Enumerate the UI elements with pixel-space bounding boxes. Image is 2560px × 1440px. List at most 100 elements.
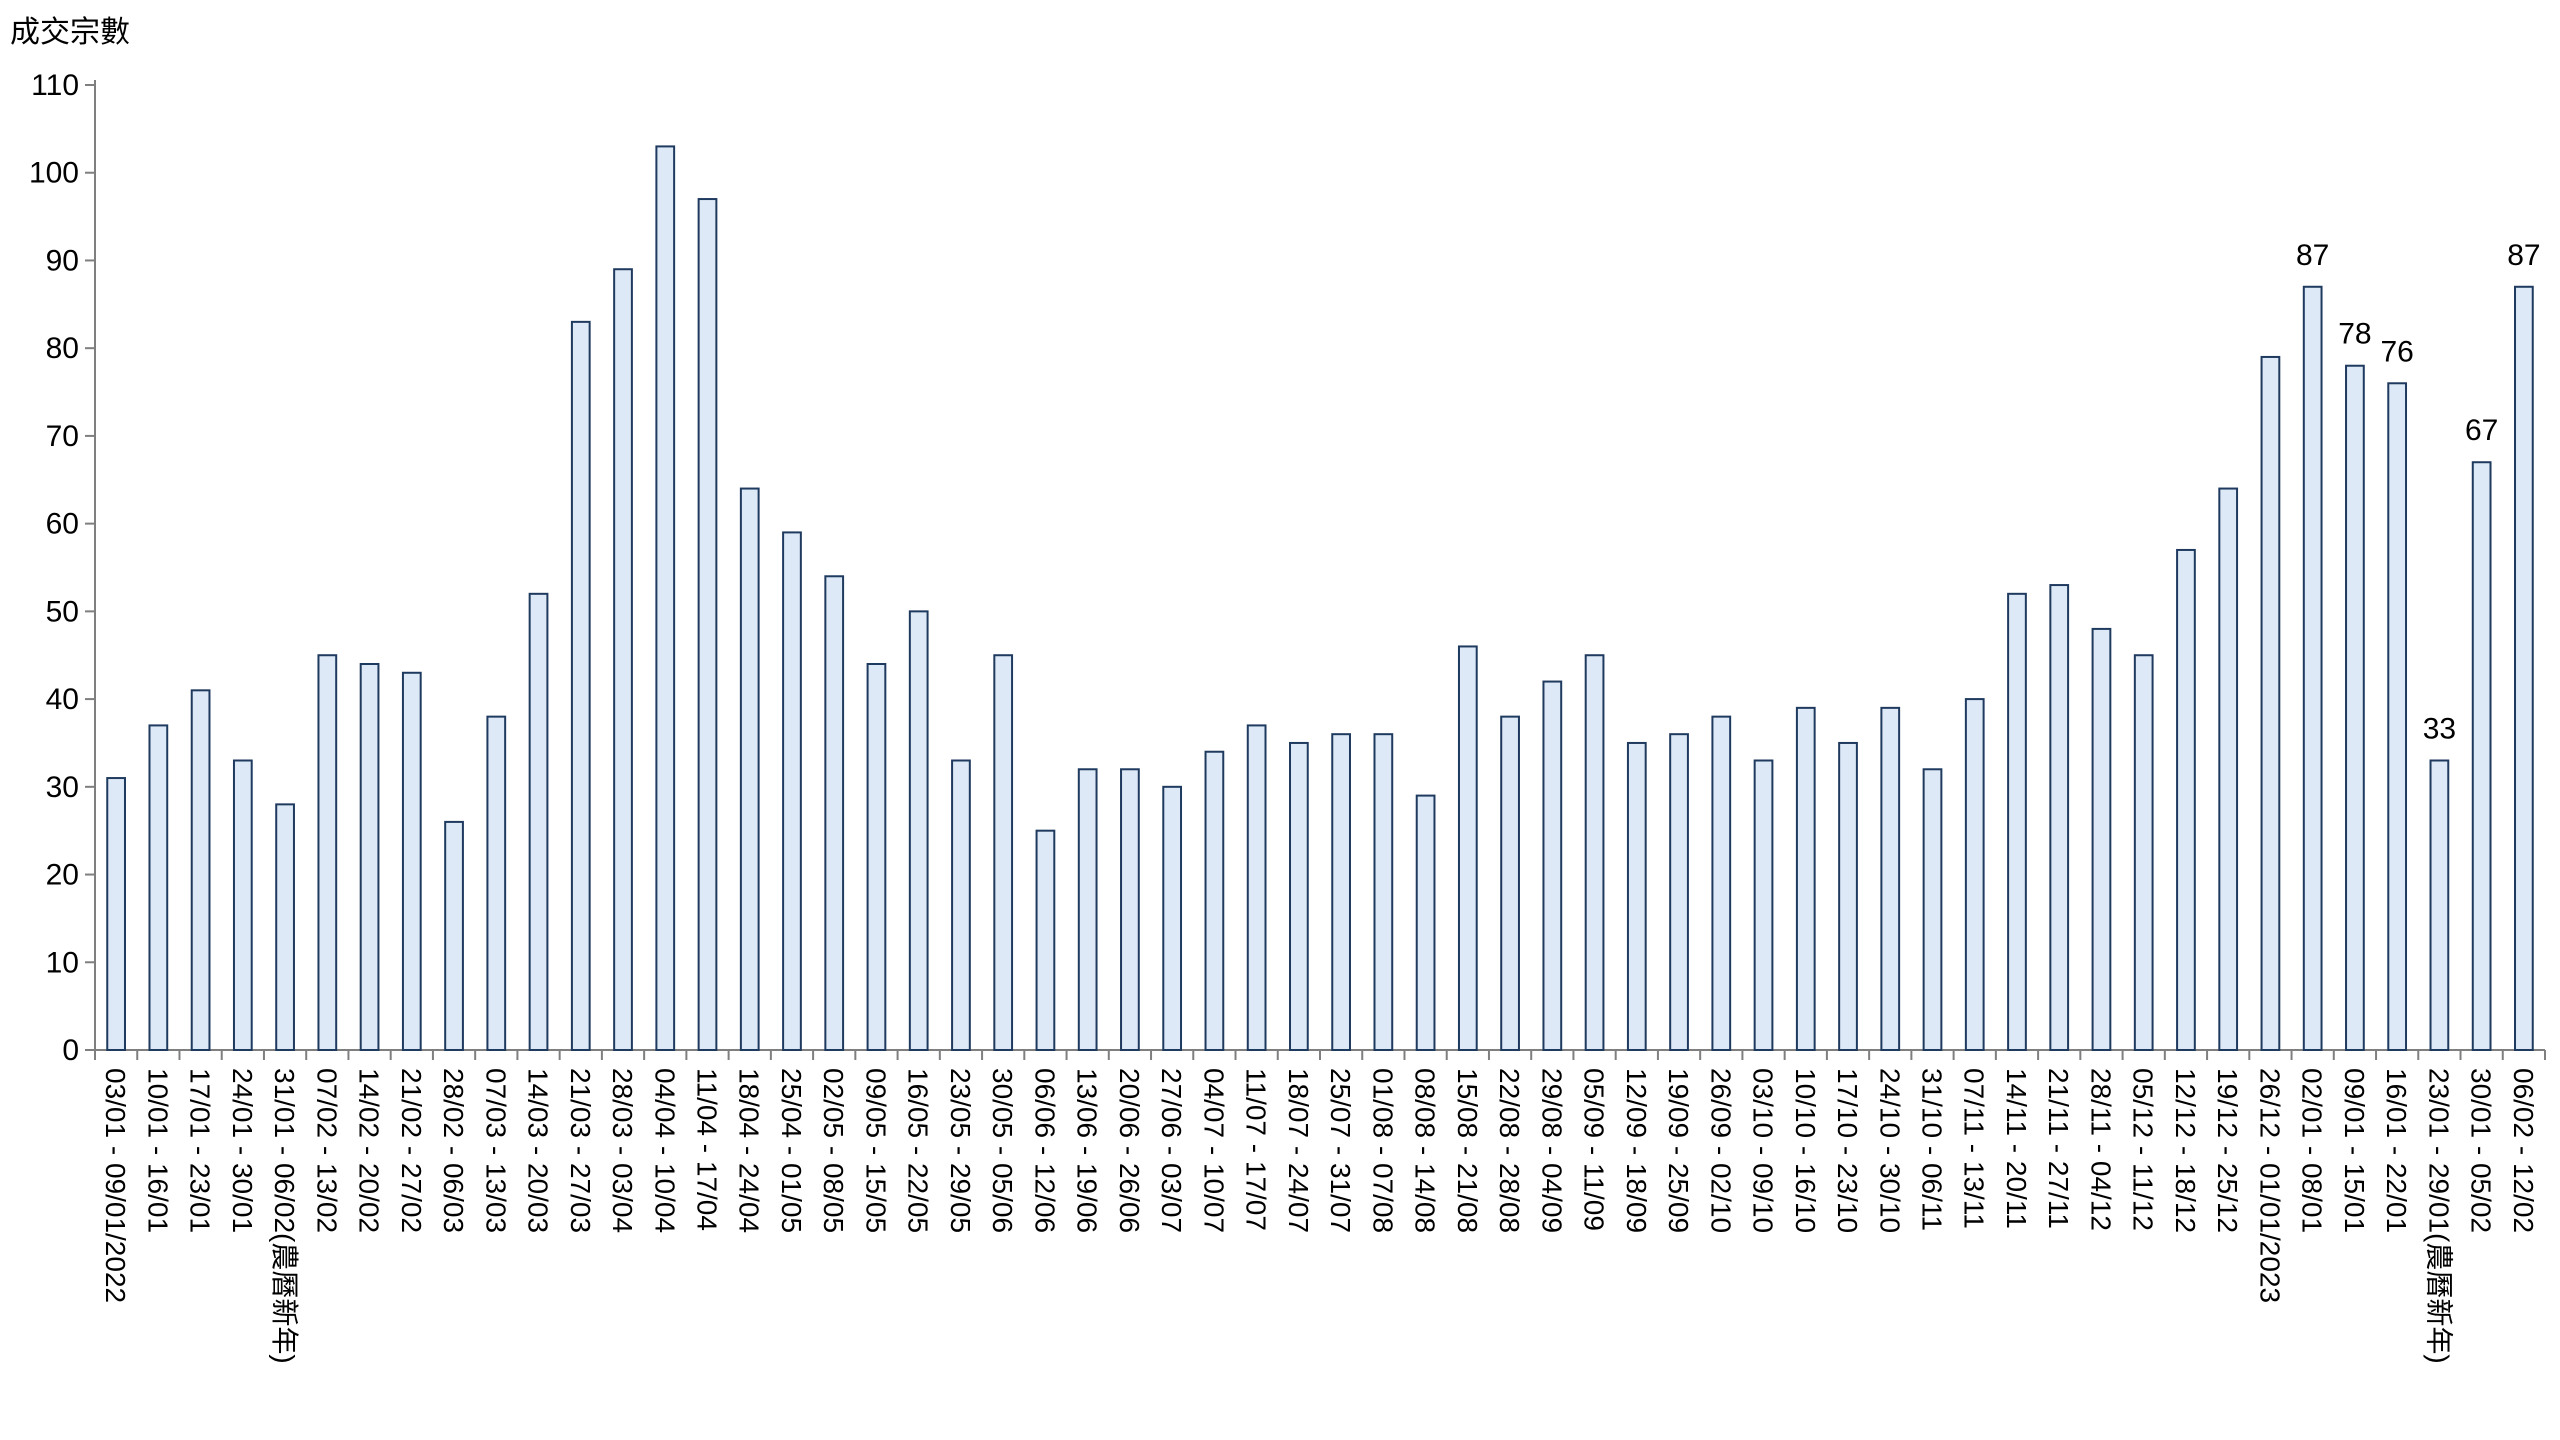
bar <box>1457 645 1478 1051</box>
x-tick-label: 30/01 - 05/02 <box>2466 1068 2497 1233</box>
bar <box>232 759 253 1051</box>
x-tick-label: 07/11 - 13/11 <box>1959 1068 1990 1229</box>
bar <box>2218 487 2239 1051</box>
bar <box>1162 785 1183 1051</box>
y-tick-label: 90 <box>46 244 79 277</box>
x-tick-label: 28/02 - 06/03 <box>438 1068 469 1233</box>
bar <box>2302 285 2323 1051</box>
bar <box>1415 794 1436 1052</box>
bar <box>951 759 971 1051</box>
bar <box>1584 654 1605 1051</box>
x-tick-label: 13/06 - 19/06 <box>1072 1068 1103 1233</box>
bar <box>1753 759 1774 1051</box>
x-tick-label: 19/12 - 25/12 <box>2212 1068 2243 1233</box>
x-tick-label: 04/04 - 10/04 <box>649 1068 680 1233</box>
y-tick-label: 0 <box>62 1034 79 1067</box>
bar <box>190 689 211 1051</box>
bar <box>2260 355 2281 1051</box>
x-tick-label: 28/11 - 04/12 <box>2085 1068 2116 1231</box>
x-tick-label: 11/04 - 17/04 <box>692 1068 723 1231</box>
x-tick-label: 14/03 - 20/03 <box>523 1068 554 1233</box>
x-tick-label: 18/07 - 24/07 <box>1283 1068 1314 1233</box>
x-tick-label: 24/01 - 30/01 <box>227 1068 258 1233</box>
x-tick-label: 02/05 - 08/05 <box>818 1068 849 1233</box>
x-tick-labels: 03/01 - 09/01/2022 10/01 - 16/01 17/01 - 2… <box>100 1068 2539 1364</box>
bar <box>528 592 549 1051</box>
x-tick-label: 28/03 - 03/04 <box>607 1068 638 1233</box>
x-tick-label: 24/10 - 30/10 <box>1874 1068 1905 1233</box>
x-tick-label: 01/08 - 07/08 <box>1367 1068 1398 1233</box>
x-tick-label: 26/09 - 02/10 <box>1705 1068 1736 1233</box>
y-tick-label: 60 <box>46 508 79 541</box>
bar <box>1077 768 1098 1052</box>
x-tick-label: 20/06 - 26/06 <box>1114 1068 1145 1233</box>
bar <box>275 803 295 1051</box>
y-axis-title: 成交宗數 <box>10 15 130 50</box>
data-label: 78 <box>2338 318 2371 351</box>
x-tick-label: 31/01 - 06/02(農曆新年) <box>269 1068 300 1364</box>
bar <box>739 487 760 1051</box>
bar <box>1289 741 1309 1051</box>
bar <box>317 654 338 1051</box>
bar <box>1922 768 1943 1052</box>
x-tick-label: 14/02 - 20/02 <box>354 1068 385 1233</box>
bar <box>908 610 929 1051</box>
bar <box>148 724 169 1051</box>
x-tick-label: 10/10 - 16/10 <box>1790 1068 1821 1233</box>
x-tick-label: 05/09 - 11/09 <box>1579 1068 1610 1231</box>
x-tick-label: 03/01 - 09/01/2022 <box>100 1068 131 1303</box>
x-tick-label: 12/12 - 18/12 <box>2170 1068 2201 1233</box>
data-labels: 87 78 76 33 67 87 <box>2296 239 2541 746</box>
bar <box>1120 768 1140 1052</box>
bar <box>2007 592 2027 1051</box>
x-tick-label: 11/07 - 17/07 <box>1241 1068 1272 1231</box>
bar <box>106 777 126 1051</box>
y-tick-label: 70 <box>46 420 79 453</box>
bar <box>570 320 591 1051</box>
y-tick-label: 30 <box>46 771 79 804</box>
x-tick-label: 12/09 - 18/09 <box>1621 1068 1652 1233</box>
bar <box>1795 706 1816 1051</box>
x-tick-label: 25/04 - 01/05 <box>776 1068 807 1233</box>
data-label: 87 <box>2296 239 2329 272</box>
x-tick-label: 15/08 - 21/08 <box>1452 1068 1483 1233</box>
x-tick-label: 07/03 - 13/03 <box>480 1068 511 1233</box>
x-tick-label: 06/02 - 12/02 <box>2508 1068 2539 1233</box>
x-tick-label: 29/08 - 04/09 <box>1536 1068 1567 1233</box>
bar <box>1373 733 1394 1051</box>
x-tick-label: 09/05 - 15/05 <box>860 1068 891 1233</box>
bar <box>1331 733 1351 1051</box>
bar <box>1880 706 1901 1051</box>
bar <box>782 531 802 1051</box>
x-tick-label: 30/05 - 05/06 <box>987 1068 1018 1233</box>
bar <box>824 575 845 1052</box>
x-tick-label: 18/04 - 24/04 <box>734 1068 765 1233</box>
bar <box>993 654 1014 1051</box>
x-tick-label: 17/10 - 23/10 <box>1832 1068 1863 1233</box>
x-tick-label: 21/02 - 27/02 <box>396 1068 427 1233</box>
bar <box>1246 724 1267 1051</box>
x-tick-label: 03/10 - 09/10 <box>1748 1068 1779 1233</box>
bar <box>613 268 633 1052</box>
x-tick-label: 23/01 - 29/01(農曆新年) <box>2423 1068 2454 1364</box>
data-label: 76 <box>2380 335 2413 368</box>
bar <box>359 663 380 1051</box>
x-tick-label: 23/05 - 29/05 <box>945 1068 976 1233</box>
bars <box>106 145 2534 1052</box>
x-tick-label: 09/01 - 15/01 <box>2339 1068 2370 1233</box>
bar <box>1035 829 1056 1051</box>
x-tick-label: 10/01 - 16/01 <box>142 1068 173 1233</box>
y-tick-label: 20 <box>46 859 79 892</box>
x-tick-label: 27/06 - 03/07 <box>1156 1068 1187 1233</box>
x-tick-label: 21/11 - 27/11 <box>2043 1068 2074 1229</box>
y-tick-label: 100 <box>29 157 79 190</box>
bar <box>1838 741 1858 1051</box>
x-tick-label: 25/07 - 31/07 <box>1325 1068 1356 1233</box>
x-tick-label: 04/07 - 10/07 <box>1198 1068 1229 1233</box>
bar <box>2514 285 2534 1051</box>
x-tick-label: 06/06 - 12/06 <box>1029 1068 1060 1233</box>
x-tick-label: 16/01 - 22/01 <box>2381 1068 2412 1233</box>
x-tick-label: 07/02 - 13/02 <box>311 1068 342 1233</box>
